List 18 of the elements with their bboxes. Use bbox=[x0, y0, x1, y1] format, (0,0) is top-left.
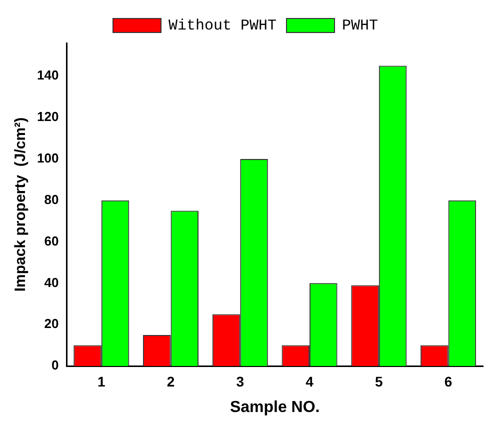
y-tick-label: 100 bbox=[36, 150, 59, 166]
x-tick-label: 6 bbox=[444, 373, 452, 390]
y-tick-label: 60 bbox=[44, 233, 59, 248]
y-tick-label: 0 bbox=[51, 358, 59, 373]
x-axis-title: Sample NO. bbox=[230, 398, 320, 416]
x-tick-label: 4 bbox=[306, 373, 314, 390]
legend-label: PWHT bbox=[342, 17, 378, 34]
x-tick-label: 2 bbox=[166, 373, 175, 390]
legend-label: Without PWHT bbox=[168, 17, 277, 34]
y-tick-label: 40 bbox=[44, 274, 59, 290]
x-tick-label: 3 bbox=[236, 373, 244, 390]
y-axis-title: Impack property (J/cm²) bbox=[12, 117, 30, 292]
x-tick-label: 5 bbox=[375, 373, 384, 390]
y-tick-label: 140 bbox=[36, 68, 59, 83]
y-tick-label: 20 bbox=[44, 316, 59, 332]
y-tick-label: 120 bbox=[36, 109, 59, 124]
x-tick-label: 1 bbox=[97, 373, 106, 390]
y-tick-label: 80 bbox=[44, 192, 59, 207]
